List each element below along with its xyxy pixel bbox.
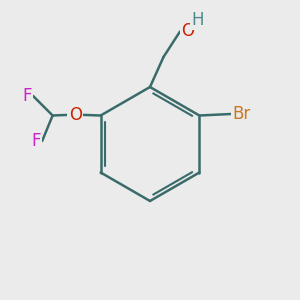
Text: F: F — [31, 132, 40, 150]
Text: Br: Br — [232, 105, 250, 123]
Text: O: O — [182, 22, 194, 40]
Text: O: O — [69, 106, 82, 124]
Text: F: F — [22, 87, 32, 105]
Text: H: H — [191, 11, 204, 29]
